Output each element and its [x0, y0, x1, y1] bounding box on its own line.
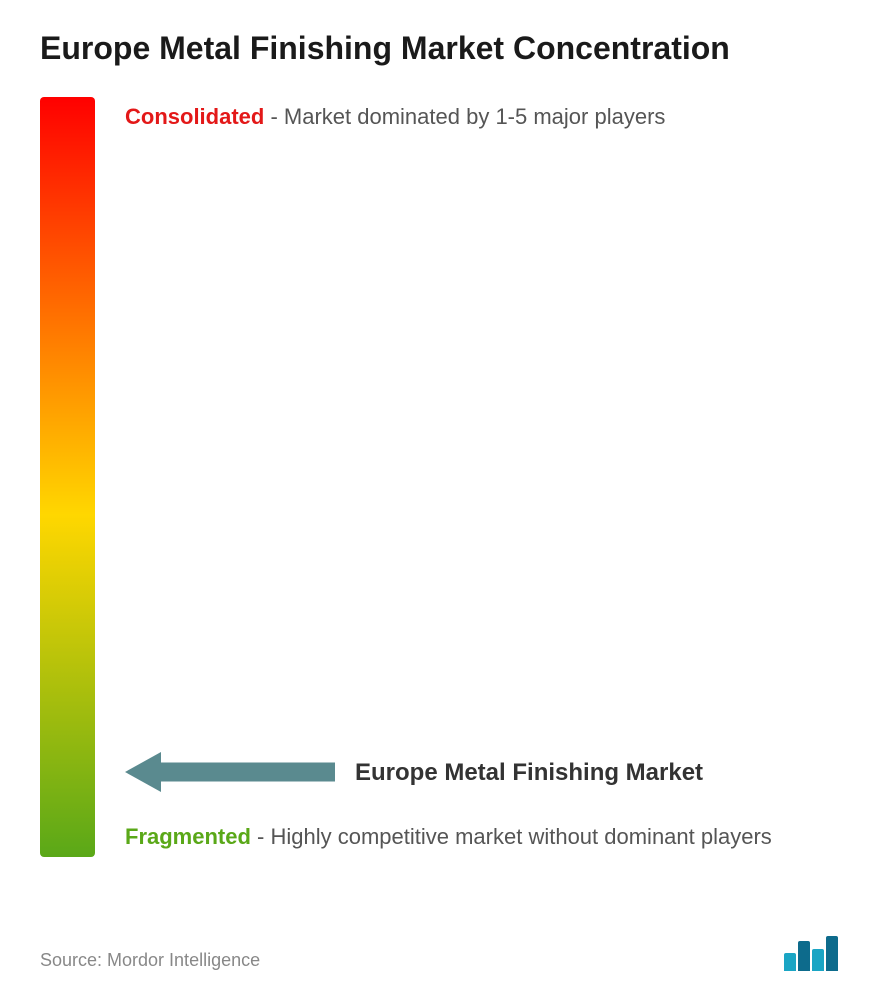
content-column: Consolidated - Market dominated by 1-5 m… — [125, 97, 838, 857]
source-text: Source: Mordor Intelligence — [40, 950, 260, 971]
chart-title: Europe Metal Finishing Market Concentrat… — [40, 30, 838, 67]
fragmented-desc: - Highly competitive market without domi… — [251, 824, 772, 849]
consolidated-label: Consolidated - Market dominated by 1-5 m… — [125, 97, 838, 137]
lower-block: Europe Metal Finishing Market Fragmented… — [125, 752, 838, 857]
market-indicator-row: Europe Metal Finishing Market — [125, 752, 838, 792]
fragmented-label: Fragmented - Highly competitive market w… — [125, 817, 838, 857]
consolidated-desc: - Market dominated by 1-5 major players — [264, 104, 665, 129]
market-name-label: Europe Metal Finishing Market — [355, 757, 703, 788]
main-area: Consolidated - Market dominated by 1-5 m… — [40, 97, 838, 857]
concentration-gradient-bar — [40, 97, 95, 857]
mordor-logo-icon — [784, 936, 838, 971]
fragmented-term: Fragmented — [125, 824, 251, 849]
arrow-left-icon — [125, 752, 335, 792]
consolidated-term: Consolidated — [125, 104, 264, 129]
footer: Source: Mordor Intelligence — [40, 936, 838, 971]
